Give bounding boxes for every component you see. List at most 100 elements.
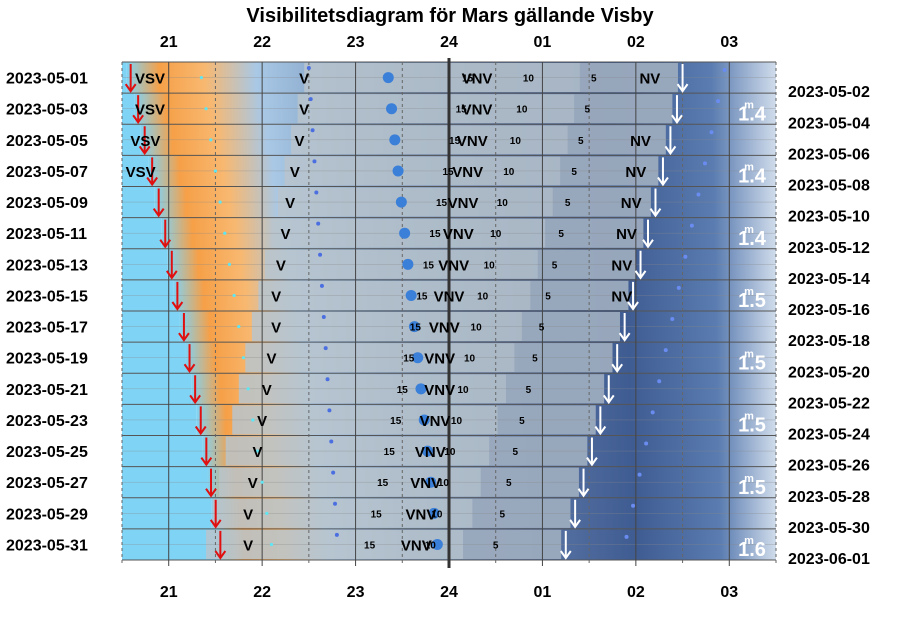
mars-set-arrowhead [577,488,590,498]
direction-label: VNV [443,226,474,243]
trail-dot [676,285,681,290]
sunset-arrowhead [165,270,178,280]
altitude-label: 5 [545,291,551,302]
trail-dot [314,190,319,195]
mars-position-dot [389,134,401,146]
left-date-label: 2023-05-27 [6,475,88,492]
altitude-label: 10 [438,478,450,489]
trail-dot [722,68,727,72]
right-date-label: 2023-05-28 [788,489,870,506]
altitude-label: 10 [471,323,483,334]
altitude-label: 10 [457,385,469,396]
sunset-arrowhead [200,457,213,467]
bottom-hour-ticks: 21 22 23 24 01 02 03 [160,584,738,601]
right-date-label: 2023-05-10 [788,209,870,226]
altitude-label: 15 [423,260,435,271]
direction-label: V [248,475,258,492]
mars-position-dot [415,383,427,395]
magnitude-label: 1.6 [738,539,766,561]
top-hour-label: 23 [347,34,365,51]
right-date-label: 2023-05-22 [788,395,870,412]
trail-dot [683,254,688,259]
altitude-label: 10 [431,509,443,520]
right-date-label: 2023-05-12 [788,240,870,257]
left-date-label: 2023-05-25 [6,444,88,461]
top-hour-ticks: 21 22 23 24 01 02 03 [160,34,738,51]
direction-label: VSV [135,102,165,119]
left-date-label: 2023-05-05 [6,133,88,150]
cyan-dot [241,356,246,360]
trail-dot [329,439,334,444]
left-date-label: 2023-05-23 [6,413,88,430]
left-date-label: 2023-05-13 [6,257,88,274]
trail-dot [663,348,668,353]
direction-label: V [257,413,267,430]
cyan-dot [269,542,274,547]
altitude-label: 10 [510,136,522,147]
left-date-label: 2023-05-09 [6,195,88,212]
mars-set-arrowhead [618,332,631,342]
bottom-hour-label: 21 [160,584,178,601]
magnitude-unit: m [744,162,754,174]
trail-dot [316,221,321,226]
right-date-label: 2023-05-30 [788,520,870,537]
bottom-hour-label: 23 [347,584,365,601]
trail-dot [631,503,636,508]
altitude-label: 10 [464,354,476,365]
altitude-label: 10 [497,198,509,209]
altitude-label: 15 [403,354,415,365]
magnitude-unit: m [744,473,754,485]
chart-marks: 15 10 5 15 10 5 15 10 5 15 10 5 15 10 5 15 10 5 15 10 5 15 10 5… [124,64,767,561]
top-hour-label: 01 [534,34,552,51]
mars-position-dot [399,227,411,239]
mars-position-dot [405,289,417,301]
magnitude-label: 1.5 [738,415,766,437]
direction-label: V [271,288,281,305]
left-date-label: 2023-05-21 [6,382,88,399]
altitude-label: 5 [526,385,532,396]
top-hour-label: 24 [440,34,458,51]
altitude-label: 15 [443,167,455,178]
right-date-label: 2023-05-02 [788,84,870,101]
left-date-label: 2023-05-15 [6,288,88,305]
mars-position-dot [395,196,407,208]
mars-position-dot [386,103,398,115]
altitude-label: 15 [390,416,402,427]
magnitude-unit: m [744,411,754,423]
altitude-label: 10 [444,447,456,458]
trail-dot [624,534,629,539]
direction-label: V [243,537,253,554]
top-hour-label: 22 [253,34,271,51]
sunset-arrowhead [146,176,158,187]
magnitude-unit: m [744,99,754,111]
direction-label: VNV [406,506,437,523]
altitude-label: 10 [516,105,528,116]
mars-position-dot [408,321,420,333]
trail-dot [702,161,707,166]
sunset-arrowhead [138,145,151,156]
direction-label: VNV [420,413,451,430]
mars-set-arrowhead [657,176,669,187]
cyan-dot [232,293,236,298]
direction-label: VNV [434,288,465,305]
trail-dot [657,379,662,384]
mars-set-arrowhead [569,519,581,529]
magnitude-unit: m [744,286,754,298]
magnitude-label: 1.4 [738,228,767,250]
direction-label: NV [611,288,632,305]
sunset-arrowhead [209,519,222,529]
direction-label: V [280,226,290,243]
right-date-label: 2023-06-01 [788,551,870,568]
left-date-label: 2023-05-07 [6,164,88,181]
right-date-label: 2023-05-08 [788,178,870,195]
direction-label: VNV [429,320,460,337]
altitude-label: 15 [456,105,468,116]
mars-position-dot [412,352,424,364]
altitude-label: 15 [384,447,396,458]
direction-label: VNV [438,257,469,274]
cyan-dot [260,480,264,484]
direction-label: V [285,195,295,212]
direction-label: NV [630,133,651,150]
mars-set-arrowhead [671,114,683,124]
altitude-label: 15 [449,136,461,147]
